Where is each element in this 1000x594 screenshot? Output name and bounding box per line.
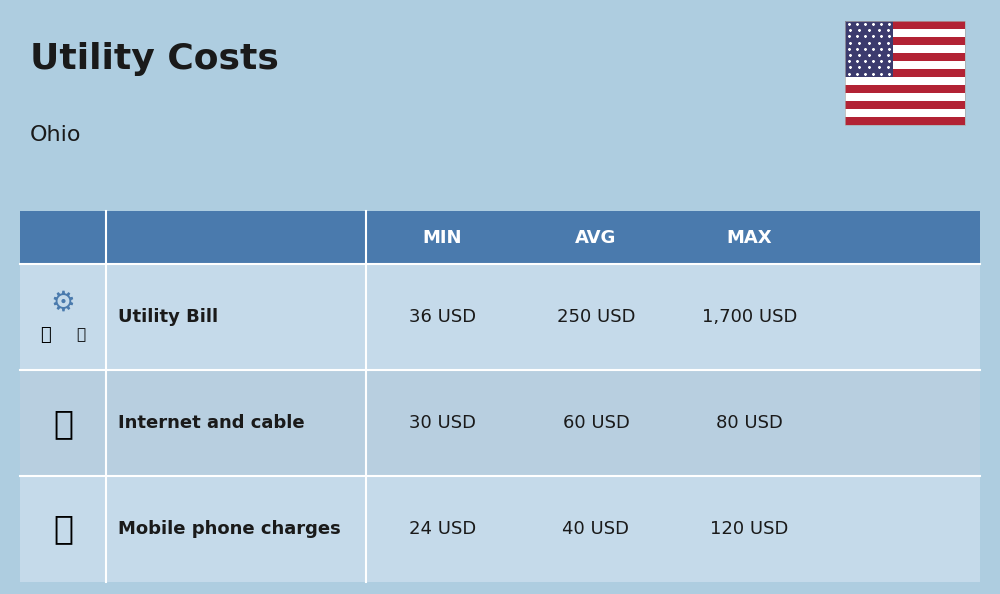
Text: 120 USD: 120 USD (710, 520, 789, 538)
Text: 40 USD: 40 USD (562, 520, 630, 538)
FancyBboxPatch shape (845, 69, 965, 77)
Text: 🔌: 🔌 (40, 326, 51, 344)
FancyBboxPatch shape (845, 53, 965, 61)
Text: 1,700 USD: 1,700 USD (702, 308, 797, 326)
FancyBboxPatch shape (845, 117, 965, 125)
Text: 30 USD: 30 USD (409, 414, 476, 432)
Text: 📱: 📱 (53, 513, 73, 546)
Text: ⚙: ⚙ (51, 289, 76, 317)
FancyBboxPatch shape (20, 476, 980, 582)
Text: Utility Costs: Utility Costs (30, 42, 279, 75)
Text: 60 USD: 60 USD (563, 414, 629, 432)
Text: 80 USD: 80 USD (716, 414, 783, 432)
FancyBboxPatch shape (845, 21, 893, 77)
FancyBboxPatch shape (20, 264, 980, 370)
Text: MAX: MAX (727, 229, 772, 247)
FancyBboxPatch shape (20, 370, 980, 476)
Text: 📷: 📷 (77, 328, 86, 343)
Text: Internet and cable: Internet and cable (118, 414, 305, 432)
FancyBboxPatch shape (845, 93, 965, 101)
Text: AVG: AVG (575, 229, 617, 247)
Text: Mobile phone charges: Mobile phone charges (118, 520, 341, 538)
Text: 24 USD: 24 USD (409, 520, 476, 538)
FancyBboxPatch shape (845, 29, 965, 37)
Text: MIN: MIN (423, 229, 462, 247)
Text: Utility Bill: Utility Bill (118, 308, 219, 326)
FancyBboxPatch shape (845, 109, 965, 117)
Text: Ohio: Ohio (30, 125, 82, 145)
FancyBboxPatch shape (845, 45, 965, 53)
FancyBboxPatch shape (845, 77, 965, 85)
FancyBboxPatch shape (845, 61, 965, 69)
Text: 📶: 📶 (53, 407, 73, 440)
FancyBboxPatch shape (845, 85, 965, 93)
Text: 36 USD: 36 USD (409, 308, 476, 326)
Text: 250 USD: 250 USD (557, 308, 635, 326)
FancyBboxPatch shape (845, 101, 965, 109)
FancyBboxPatch shape (20, 211, 980, 264)
FancyBboxPatch shape (845, 21, 965, 29)
FancyBboxPatch shape (845, 37, 965, 45)
